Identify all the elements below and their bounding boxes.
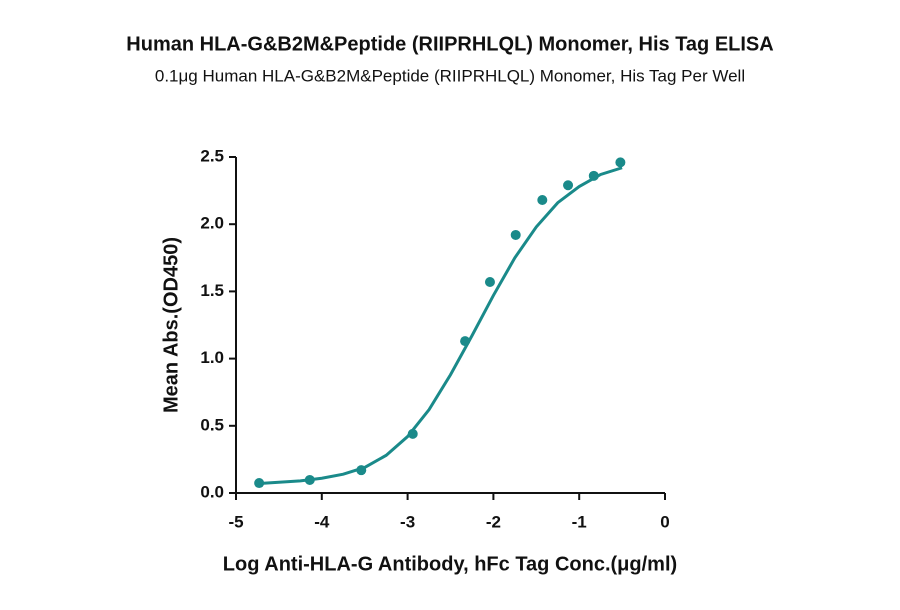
x-axis-label: Log Anti-HLA-G Antibody, hFc Tag Conc.(μ… <box>223 553 677 575</box>
chart-subtitle: 0.1μg Human HLA-G&B2M&Peptide (RIIPRHLQL… <box>155 66 745 85</box>
y-tick-label: 0.0 <box>200 482 224 501</box>
x-tick-label: -4 <box>314 512 330 531</box>
y-tick-label: 1.0 <box>200 348 224 367</box>
data-point <box>484 276 495 287</box>
y-tick-label: 0.5 <box>200 415 224 434</box>
y-axis-label: Mean Abs.(OD450) <box>160 237 182 413</box>
data-point <box>510 229 521 240</box>
fit-curve <box>257 166 623 486</box>
chart-title: Human HLA-G&B2M&Peptide (RIIPRHLQL) Mono… <box>126 33 773 55</box>
x-tick-label: -2 <box>486 512 501 531</box>
data-point <box>563 180 574 191</box>
y-tick-label: 2.5 <box>200 146 224 165</box>
x-tick-label: -3 <box>400 512 415 531</box>
x-tick-label: -5 <box>228 512 243 531</box>
y-tick-label: 2.0 <box>200 214 224 233</box>
data-point <box>254 478 265 489</box>
data-point <box>460 336 471 347</box>
x-tick-label: 0 <box>660 512 669 531</box>
y-tick-label: 1.5 <box>200 281 224 300</box>
data-point <box>304 474 315 485</box>
data-point <box>356 465 367 476</box>
x-tick-label: -1 <box>572 512 587 531</box>
data-point <box>588 170 599 181</box>
data-point <box>537 195 548 206</box>
data-point <box>407 428 418 439</box>
data-point <box>615 157 626 168</box>
